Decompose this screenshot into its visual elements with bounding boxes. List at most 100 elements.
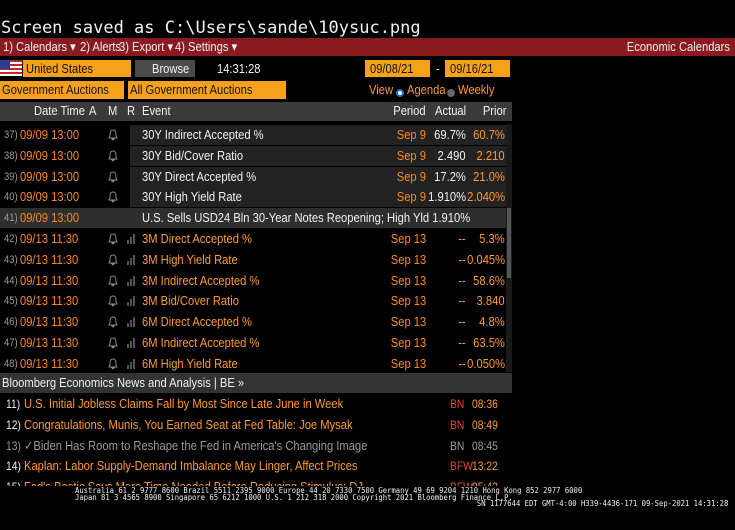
row-highlight[interactable] <box>130 187 506 208</box>
row-actual: 69.7% <box>434 127 466 142</box>
column-header: Event <box>142 103 171 118</box>
browse-label[interactable]: Browse <box>152 61 190 76</box>
news-headline[interactable]: U.S. Initial Jobless Claims Fall by Most… <box>24 396 344 411</box>
news-time: 08:36 <box>472 397 498 411</box>
row-datetime[interactable]: 09/13 11:30 <box>20 293 79 309</box>
row-highlight[interactable] <box>0 208 506 229</box>
row-event[interactable]: 30Y Direct Accepted % <box>142 168 257 184</box>
row-prior: 5.3% <box>479 231 505 246</box>
row-period: Sep 9 <box>396 147 426 163</box>
relevance-bars <box>126 253 136 271</box>
end-date-field[interactable] <box>445 60 510 77</box>
row-datetime[interactable]: 09/13 11:30 <box>20 231 79 246</box>
relevance-bars <box>126 294 136 312</box>
row-actual: -- <box>458 335 466 350</box>
row-highlight[interactable] <box>130 145 506 166</box>
row-event[interactable]: U.S. Sells USD24 Bln 30-Year Notes Reope… <box>142 210 471 226</box>
view-label: View <box>369 82 394 97</box>
row-event[interactable]: 3M Bid/Cover Ratio <box>142 293 239 309</box>
row-prior: 21.0% <box>473 168 505 184</box>
row-event[interactable]: 30Y High Yield Rate <box>142 189 242 205</box>
row-datetime[interactable]: 09/09 13:00 <box>20 210 80 226</box>
alert-bell <box>108 128 118 146</box>
relevance-bars <box>126 336 136 354</box>
country-value[interactable]: United States <box>26 61 94 76</box>
row-period: Sep 9 <box>396 127 426 142</box>
footer-line: SN 1177644 EDT GMT-4:00 H339-4436-171 09… <box>476 499 728 508</box>
row-number: 38) <box>4 149 18 162</box>
view-option[interactable]: Weekly <box>458 82 495 97</box>
menu-item[interactable]: 1) Calendars ▾ <box>3 39 76 54</box>
status-line: Screen saved as C:\Users\sande\10ysuc.pn… <box>1 18 421 38</box>
alert-bell <box>108 274 118 292</box>
row-actual: 2.490 <box>438 147 466 163</box>
news-time: 13:22 <box>472 459 498 474</box>
menu-item[interactable]: 2) Alerts <box>80 39 122 54</box>
news-number: 12) <box>6 417 21 432</box>
row-highlight[interactable] <box>130 125 506 145</box>
row-period: Sep 9 <box>396 189 426 205</box>
end-date[interactable]: 09/16/21 <box>450 61 494 76</box>
news-source: BN <box>450 417 465 432</box>
country-field[interactable] <box>23 60 131 77</box>
news-headline[interactable]: Kaplan: Labor Supply-Demand Imbalance Ma… <box>24 458 358 474</box>
row-actual: 17.2% <box>434 168 466 184</box>
row-datetime[interactable]: 09/09 13:00 <box>20 127 80 142</box>
news-list: 11) U.S. Initial Jobless Claims Fall by M… <box>0 394 512 486</box>
news-headline[interactable]: Fed's Bostic Says More Time Needed Befor… <box>24 479 363 486</box>
row-event[interactable]: 3M Direct Accepted % <box>142 231 252 246</box>
subcategory-dropdown[interactable] <box>128 81 286 99</box>
row-prior: 58.6% <box>473 272 505 288</box>
row-event[interactable]: 30Y Bid/Cover Ratio <box>142 147 244 163</box>
start-date[interactable]: 09/08/21 <box>370 61 414 76</box>
row-datetime[interactable]: 09/13 11:30 <box>20 355 79 371</box>
table-body: 37) 09/09 13:00 30Y Indirect Accepted % Sep… <box>0 124 512 372</box>
date-separator: - <box>436 61 440 76</box>
row-event[interactable]: 3M Indirect Accepted % <box>142 272 260 288</box>
alert-bell <box>108 190 118 208</box>
row-period: Sep 13 <box>390 272 426 288</box>
economic-calendars-link[interactable]: Economic Calendars <box>626 39 730 54</box>
browse-button[interactable] <box>135 60 195 77</box>
column-header: R <box>127 103 136 118</box>
alert-bell <box>108 232 118 250</box>
row-period: Sep 9 <box>396 168 426 184</box>
menu-item[interactable]: 4) Settings ▾ <box>175 39 238 54</box>
subcategory-value[interactable]: All Government Auctions <box>130 82 253 97</box>
scroll-thumb[interactable] <box>507 208 511 278</box>
row-event[interactable]: 30Y Indirect Accepted % <box>142 127 264 142</box>
footer-line: Australia 61 2 9777 8600 Brazil 5511 239… <box>75 486 583 495</box>
row-number: 44) <box>4 274 18 287</box>
row-datetime[interactable]: 09/09 13:00 <box>20 189 80 205</box>
category-value[interactable]: Government Auctions <box>2 82 109 97</box>
row-actual: -- <box>458 314 466 330</box>
row-datetime[interactable]: 09/09 13:00 <box>20 147 80 163</box>
view-option[interactable]: Agenda <box>407 82 446 97</box>
menu-item[interactable]: 3) Export ▾ <box>119 39 174 54</box>
column-header: Actual <box>434 103 466 118</box>
relevance-bars <box>126 315 136 333</box>
row-event[interactable]: 6M High Yield Rate <box>142 355 238 371</box>
news-time: 05:42 <box>472 479 498 486</box>
scrollbar[interactable] <box>506 124 512 372</box>
row-actual: -- <box>458 272 466 288</box>
category-dropdown[interactable] <box>0 81 124 99</box>
row-datetime[interactable]: 09/13 11:30 <box>20 314 79 330</box>
start-date-field[interactable] <box>365 60 430 77</box>
row-datetime[interactable]: 09/13 11:30 <box>20 251 79 267</box>
news-headline[interactable]: ✓Biden Has Room to Reshape the Fed in Am… <box>24 437 368 453</box>
news-header[interactable]: Bloomberg Economics News and Analysis | … <box>2 375 245 390</box>
row-highlight[interactable] <box>130 166 506 187</box>
relevance-bars <box>126 232 136 250</box>
alert-bell <box>108 149 118 167</box>
alert-bell <box>108 170 118 188</box>
news-headline[interactable]: Congratulations, Munis, You Earned Seat … <box>24 416 353 432</box>
row-number: 41) <box>4 212 18 225</box>
row-event[interactable]: 3M High Yield Rate <box>142 251 238 267</box>
row-datetime[interactable]: 09/13 11:30 <box>20 335 79 350</box>
row-datetime[interactable]: 09/13 11:30 <box>20 272 79 288</box>
row-datetime[interactable]: 09/09 13:00 <box>20 168 80 184</box>
row-actual: -- <box>458 355 466 371</box>
row-event[interactable]: 6M Indirect Accepted % <box>142 335 260 350</box>
row-event[interactable]: 6M Direct Accepted % <box>142 314 252 330</box>
